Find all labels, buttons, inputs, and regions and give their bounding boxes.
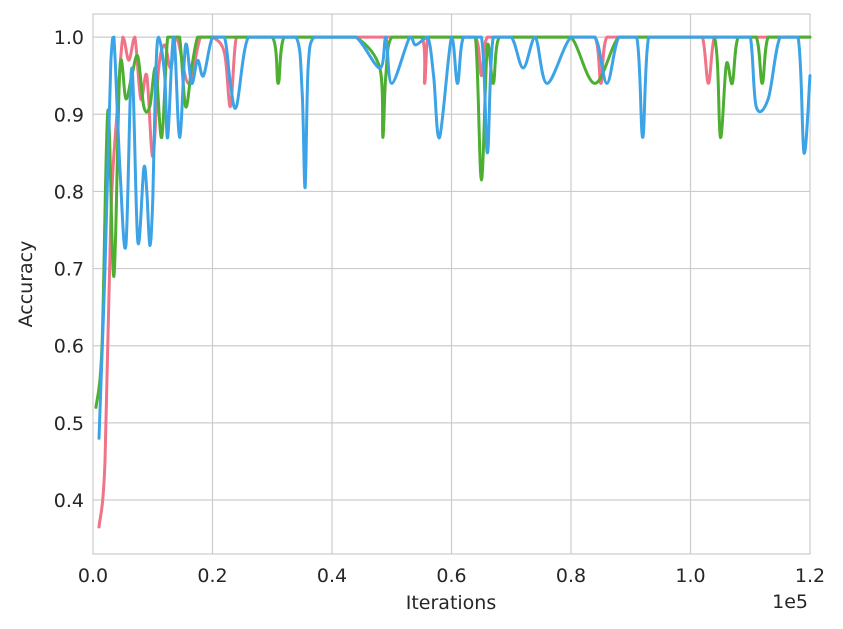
x-axis-label: Iterations: [406, 592, 497, 614]
x-tick-label: 0.0: [78, 565, 108, 587]
x-tick-label: 0.4: [317, 565, 347, 587]
x-tick-label: 0.8: [556, 565, 586, 587]
y-tick-label: 0.8: [54, 181, 84, 203]
y-tick-label: 0.6: [54, 336, 84, 358]
series-line-2: [97, 35, 812, 440]
y-tick-label: 0.5: [54, 413, 84, 435]
x-axis-ticks: 0.0 0.2 0.4 0.6 0.8 1.0 1.2: [78, 565, 825, 587]
y-tick-label: 0.7: [54, 259, 84, 281]
x-axis-offset-label: 1e5: [772, 591, 808, 613]
x-tick-label: 1.0: [675, 565, 705, 587]
y-tick-label: 1.0: [54, 27, 84, 49]
grid-lines: [93, 14, 810, 554]
y-axis-label: Accuracy: [15, 241, 37, 328]
x-tick-label: 0.2: [197, 565, 227, 587]
y-axis-ticks: 0.4 0.5 0.6 0.7 0.8 0.9 1.0: [54, 27, 84, 512]
y-tick-label: 0.9: [54, 104, 84, 126]
y-tick-label: 0.4: [54, 490, 84, 512]
x-tick-label: 0.6: [436, 565, 466, 587]
series-layer: [94, 35, 812, 529]
x-tick-label: 1.2: [795, 565, 825, 587]
